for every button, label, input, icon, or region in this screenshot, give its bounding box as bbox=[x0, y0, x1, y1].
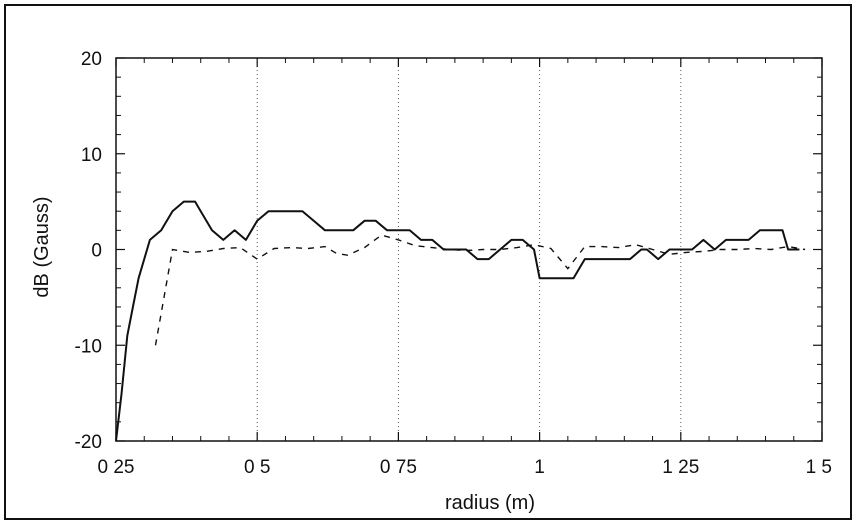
x-tick-label: 1 25 bbox=[662, 457, 699, 478]
chart-frame bbox=[4, 4, 852, 520]
grid-lines bbox=[256, 58, 682, 441]
dashed-series-line bbox=[154, 234, 806, 346]
axis-ticks bbox=[115, 57, 823, 442]
solid-series-line bbox=[115, 200, 800, 442]
x-tick-label: 0 5 bbox=[244, 457, 270, 478]
y-tick-label: 0 bbox=[91, 241, 102, 262]
x-tick-label: 1 5 bbox=[806, 457, 832, 478]
series-layer bbox=[115, 200, 806, 442]
tick-labels: -20 -10 0 10 20 0 25 0 5 0 75 1 1 25 1 5 bbox=[75, 49, 832, 478]
x-axis-label: radius (m) bbox=[445, 492, 535, 514]
x-tick-label: 0 25 bbox=[98, 457, 135, 478]
x-tick-label: 0 75 bbox=[380, 457, 417, 478]
y-axis-label: dB (Gauss) bbox=[31, 196, 53, 297]
y-tick-label: -10 bbox=[75, 336, 102, 357]
y-tick-label: -20 bbox=[75, 432, 102, 453]
x-tick-label: 1 bbox=[534, 457, 545, 478]
y-tick-label: 20 bbox=[81, 49, 102, 70]
y-tick-label: 10 bbox=[81, 145, 102, 166]
